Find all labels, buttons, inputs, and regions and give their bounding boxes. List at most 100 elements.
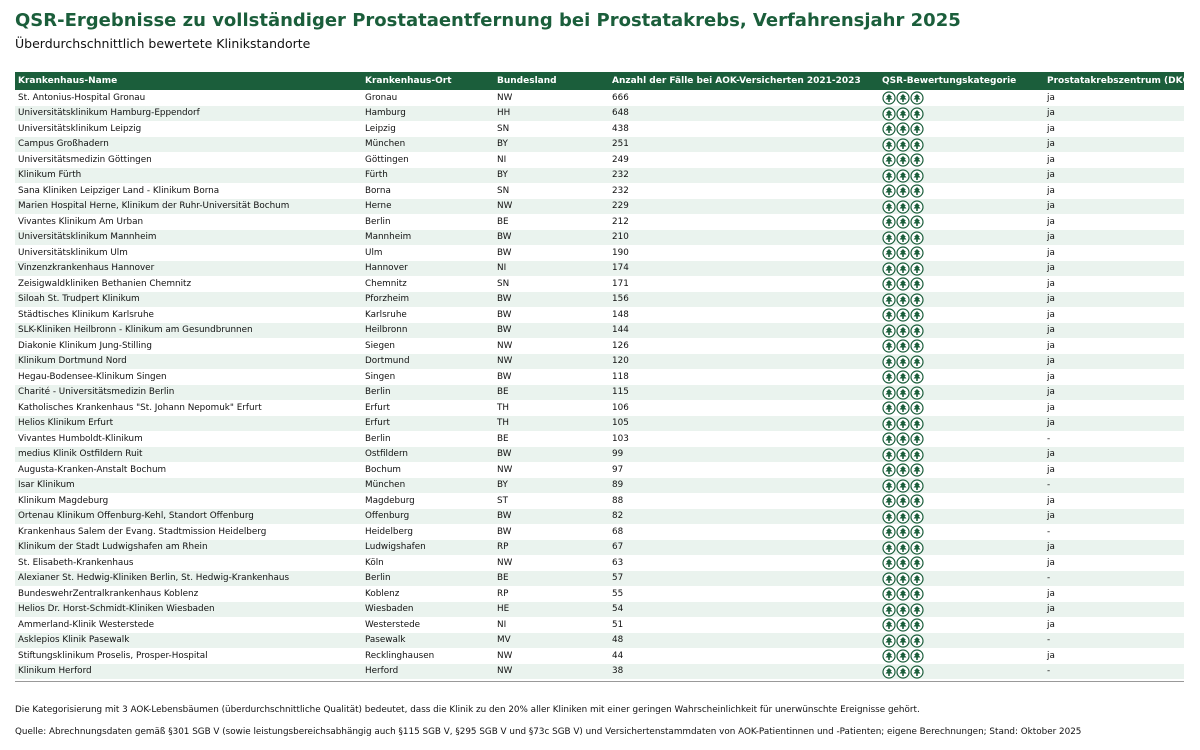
table-row: Diakonie Klinikum Jung-Stilling Siegen NW 1…: [15, 338, 1184, 354]
cell-name: Stiftungsklinikum Proselis, Prosper-Hosp…: [18, 650, 208, 661]
cell-name: Katholisches Krankenhaus "St. Johann Nep…: [18, 402, 262, 413]
tree-icon: [882, 339, 896, 353]
cell-dkg: ja: [1047, 340, 1055, 351]
cell-city: Singen: [365, 371, 396, 382]
cell-dkg: ja: [1047, 356, 1055, 366]
tree-icon: [882, 215, 896, 229]
table-row: Helios Dr. Horst-Schmidt-Kliniken Wiesba…: [15, 601, 1184, 617]
cell-state: BW: [497, 511, 512, 521]
cell-cases: 118: [612, 371, 629, 382]
cell-dkg: ja: [1047, 92, 1055, 103]
cell-cases: 89: [612, 480, 624, 490]
cell-name: BundeswehrZentralkrankenhaus Koblenz: [18, 588, 199, 599]
cell-city: Köln: [365, 557, 384, 568]
cell-dkg: ja: [1047, 650, 1055, 661]
table-row: Katholisches Krankenhaus "St. Johann Nep…: [15, 400, 1184, 416]
tree-icon: [896, 509, 910, 524]
rating: [882, 463, 924, 477]
cell-state: NW: [497, 92, 513, 103]
column-header: Anzahl der Fälle bei AOK-Versicherten 20…: [612, 76, 861, 86]
cell-dkg: ja: [1047, 108, 1055, 118]
cell-dkg: ja: [1047, 387, 1055, 397]
table-row: SLK-Kliniken Heilbronn - Klinikum am Ges…: [15, 322, 1184, 338]
tree-icon: [896, 478, 910, 493]
cell-name: Zeisigwaldkliniken Bethanien Chemnitz: [18, 278, 192, 289]
tree-icon: [896, 246, 910, 260]
cell-city: Herne: [365, 201, 392, 211]
cell-name: Campus Großhadern: [18, 139, 109, 149]
cell-state: NW: [497, 464, 513, 475]
tree-icon: [910, 168, 924, 183]
tree-icon: [910, 432, 924, 446]
tree-icon: [896, 571, 910, 586]
cell-cases: 97: [612, 464, 624, 475]
cell-state: BE: [497, 216, 509, 227]
cell-city: Recklinghausen: [365, 650, 435, 661]
cell-state: TH: [497, 402, 509, 413]
tree-icon: [882, 633, 896, 648]
rating: [882, 370, 924, 384]
tree-icon: [882, 277, 896, 291]
cell-dkg: ja: [1047, 449, 1055, 459]
table-row: Helios Klinikum Erfurt Erfurt TH 105 ja: [15, 415, 1184, 431]
cell-cases: 82: [612, 511, 624, 521]
rating: [882, 261, 924, 276]
cell-city: Heidelberg: [365, 526, 413, 537]
cell-state: BW: [497, 294, 512, 304]
rating: [882, 556, 924, 570]
rating: [882, 215, 924, 229]
tree-icon: [910, 463, 924, 477]
cell-dkg: ja: [1047, 309, 1055, 320]
cell-name: Universitätsklinikum Mannheim: [18, 232, 157, 242]
cell-cases: 232: [612, 185, 629, 196]
tree-icon: [896, 540, 910, 555]
cell-dkg: ja: [1047, 511, 1055, 521]
cell-state: BY: [497, 139, 508, 149]
tree-icon: [910, 292, 924, 307]
table-row: Asklepios Klinik Pasewalk Pasewalk MV 48 -: [15, 632, 1184, 648]
table-row: Ortenau Klinikum Offenburg-Kehl, Standor…: [15, 508, 1184, 524]
cell-dkg: -: [1047, 635, 1051, 645]
tree-icon: [882, 153, 896, 167]
tree-icon: [896, 215, 910, 229]
cell-dkg: ja: [1047, 402, 1055, 413]
table-row: Klinikum der Stadt Ludwigshafen am Rhein…: [15, 539, 1184, 555]
tree-icon: [910, 540, 924, 555]
cell-dkg: ja: [1047, 170, 1055, 180]
cell-state: NW: [497, 650, 513, 661]
tree-icon: [882, 401, 896, 415]
tree-icon: [910, 370, 924, 384]
tree-icon: [910, 664, 924, 679]
cell-name: Klinikum Herford: [18, 666, 92, 676]
table-row: Klinikum Magdeburg Magdeburg ST 88 ja: [15, 493, 1184, 509]
tree-icon: [896, 323, 910, 338]
cell-state: TH: [497, 418, 509, 428]
cell-cases: 148: [612, 309, 629, 320]
table-row: Vivantes Klinikum Am Urban Berlin BE 212 ja: [15, 214, 1184, 230]
cell-state: NW: [497, 340, 513, 351]
cell-state: SN: [497, 278, 510, 289]
cell-state: HE: [497, 604, 510, 614]
cell-city: Offenburg: [365, 511, 410, 521]
cell-cases: 67: [612, 542, 624, 552]
tree-icon: [910, 106, 924, 121]
rating: [882, 137, 924, 152]
rating: [882, 664, 924, 679]
tree-icon: [910, 556, 924, 570]
tree-icon: [882, 199, 896, 214]
tree-icon: [882, 370, 896, 384]
rating: [882, 571, 924, 586]
table-row: Vivantes Humboldt-Klinikum Berlin BE 103 -: [15, 431, 1184, 447]
cell-dkg: ja: [1047, 325, 1055, 335]
tree-icon: [882, 91, 896, 105]
cell-name: Vivantes Humboldt-Klinikum: [18, 433, 143, 444]
tree-icon: [882, 649, 896, 663]
cell-city: Berlin: [365, 573, 391, 583]
tree-icon: [882, 571, 896, 586]
rating: [882, 509, 924, 524]
cell-dkg: ja: [1047, 619, 1055, 630]
table-row: Klinikum Dortmund Nord Dortmund NW 120 ja: [15, 353, 1184, 369]
cell-state: BY: [497, 170, 508, 180]
tree-icon: [910, 649, 924, 663]
